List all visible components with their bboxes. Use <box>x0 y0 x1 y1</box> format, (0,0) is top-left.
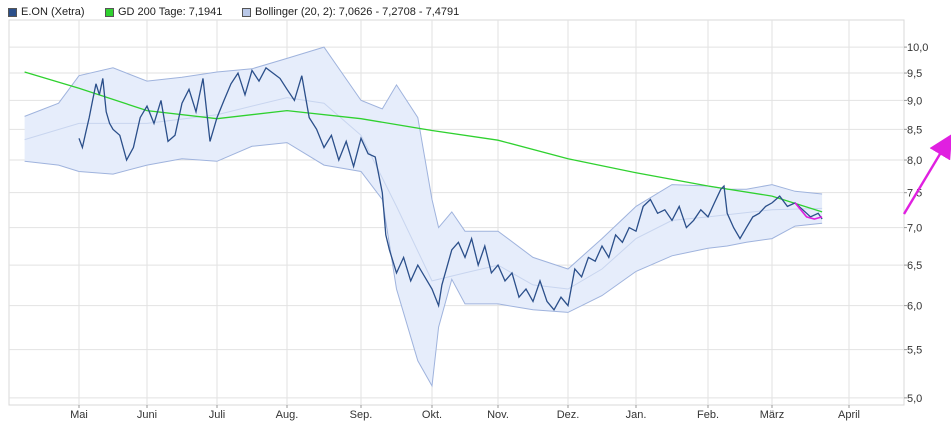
y-tick-label-0: 5,0 <box>907 393 922 405</box>
price-line <box>78 66 823 311</box>
legend-label-bollinger: Bollinger (20, 2): 7,0626 - 7,2708 - 7,4… <box>255 6 460 18</box>
y-tick-label-6: 8,0 <box>907 155 922 167</box>
x-tick-label-9: Feb. <box>697 409 719 421</box>
legend-swatch-eon <box>8 7 17 17</box>
x-tick-label-3: Aug. <box>276 409 299 421</box>
bollinger-lower-line <box>24 142 823 388</box>
legend-label-eon: E.ON (Xetra) <box>21 6 85 18</box>
x-tick-label-8: Jan. <box>626 409 647 421</box>
legend-item-bollinger[interactable]: Bollinger (20, 2): 7,0626 - 7,2708 - 7,4… <box>242 5 459 19</box>
legend-swatch-gd200 <box>105 7 114 17</box>
x-tick-label-11: April <box>838 409 860 421</box>
y-tick-label-1: 5,5 <box>907 345 922 357</box>
y-tick-label-3: 6,5 <box>907 260 922 272</box>
gd200-line <box>24 71 823 213</box>
x-tick-label-5: Okt. <box>422 409 442 421</box>
x-tick-label-7: Dez. <box>557 409 580 421</box>
forecast-arrow-icon <box>902 133 951 215</box>
x-tick-label-2: Juli <box>209 409 226 421</box>
x-tick-label-10: März <box>760 409 784 421</box>
legend-item-gd200[interactable]: GD 200 Tage: 7,1941 <box>105 5 222 19</box>
y-tick-label-7: 8,5 <box>907 124 922 136</box>
y-tick-label-4: 7,0 <box>907 223 922 235</box>
y-tick-label-10: 10,0 <box>907 42 928 54</box>
legend-label-gd200: GD 200 Tage: 7,1941 <box>118 6 223 18</box>
legend-swatch-bollinger <box>242 7 251 17</box>
legend-item-eon[interactable]: E.ON (Xetra) <box>8 5 85 19</box>
chart-legend: E.ON (Xetra) GD 200 Tage: 7,1941 Bolling… <box>0 0 951 22</box>
forecast-line <box>794 202 823 220</box>
x-tick-label-1: Juni <box>137 409 157 421</box>
series-lines <box>24 66 823 311</box>
x-tick-label-6: Nov. <box>487 409 509 421</box>
y-tick-label-2: 6,0 <box>907 301 922 313</box>
bollinger-band-area <box>24 47 823 386</box>
y-tick-label-8: 9,0 <box>907 95 922 107</box>
x-tick-label-4: Sep. <box>350 409 373 421</box>
y-tick-label-9: 9,5 <box>907 68 922 80</box>
x-tick-label-0: Mai <box>70 409 88 421</box>
